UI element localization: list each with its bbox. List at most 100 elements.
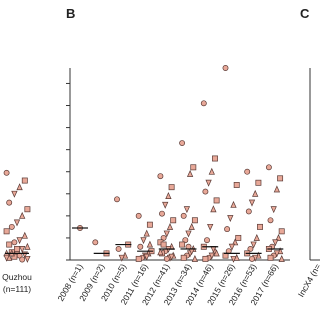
data-point xyxy=(205,179,212,187)
data-point xyxy=(230,200,237,208)
data-point xyxy=(222,65,229,71)
data-point xyxy=(202,188,209,195)
panel-letter: C xyxy=(300,6,310,21)
data-point xyxy=(277,175,284,182)
data-point xyxy=(233,182,240,188)
x-tick-label: Quzhou (n=111) xyxy=(2,272,32,294)
data-point xyxy=(19,246,26,253)
panel-letter: B xyxy=(66,6,75,21)
data-point xyxy=(21,231,28,239)
label-line: Quzhou xyxy=(2,272,32,282)
data-point xyxy=(143,229,150,237)
data-point xyxy=(8,223,15,230)
data-point xyxy=(168,184,175,191)
data-point xyxy=(24,206,31,213)
data-point xyxy=(168,253,175,261)
data-point xyxy=(200,100,207,107)
data-point xyxy=(270,206,277,214)
data-point xyxy=(180,212,187,219)
data-point xyxy=(24,255,31,263)
data-point xyxy=(11,253,18,260)
data-point xyxy=(278,254,285,262)
data-point xyxy=(118,254,125,262)
data-point xyxy=(235,234,242,241)
data-point xyxy=(114,196,120,203)
data-point xyxy=(230,255,237,263)
data-point xyxy=(228,243,236,251)
data-point xyxy=(213,249,220,257)
data-point xyxy=(163,230,170,238)
data-point xyxy=(186,169,194,177)
data-point xyxy=(157,173,164,180)
data-point xyxy=(21,177,28,184)
data-point xyxy=(3,228,10,235)
data-point xyxy=(11,239,18,246)
data-point xyxy=(182,237,189,244)
data-point xyxy=(224,226,231,233)
data-point xyxy=(244,168,251,175)
data-point xyxy=(162,201,169,209)
data-point xyxy=(135,255,142,262)
data-point xyxy=(190,164,197,171)
data-point xyxy=(275,233,282,241)
data-point xyxy=(212,155,218,162)
data-point xyxy=(245,208,252,215)
data-point xyxy=(170,217,177,224)
data-point xyxy=(202,255,209,262)
data-point xyxy=(160,234,167,241)
data-point xyxy=(3,169,10,176)
data-point xyxy=(267,217,274,224)
data-point xyxy=(272,239,279,247)
data-point xyxy=(204,237,210,244)
data-point xyxy=(157,248,164,256)
data-point xyxy=(165,192,172,199)
label-line: (n=111) xyxy=(3,284,31,294)
data-point xyxy=(135,212,142,219)
data-point xyxy=(92,239,99,246)
data-point xyxy=(146,240,154,248)
data-point xyxy=(115,246,122,252)
x-tick-label: IncX4 (n= xyxy=(296,262,320,299)
data-point xyxy=(140,237,147,245)
data-point xyxy=(183,206,191,214)
data-point xyxy=(24,242,31,250)
data-point xyxy=(265,164,272,171)
data-point xyxy=(19,211,26,219)
data-point xyxy=(6,241,13,248)
data-point xyxy=(191,217,198,224)
data-point xyxy=(210,205,217,213)
data-point xyxy=(14,246,20,252)
data-point xyxy=(249,255,255,262)
data-point xyxy=(159,210,165,217)
data-point xyxy=(143,253,150,261)
data-point xyxy=(180,254,187,261)
data-point xyxy=(247,246,254,252)
data-point xyxy=(188,222,195,230)
data-point xyxy=(146,221,153,228)
data-point xyxy=(267,254,274,261)
data-point xyxy=(191,254,199,262)
data-point xyxy=(213,197,220,204)
data-point xyxy=(255,179,262,186)
data-point xyxy=(252,189,259,197)
data-point xyxy=(160,241,167,248)
data-point xyxy=(16,237,23,245)
data-point xyxy=(16,183,23,191)
data-point xyxy=(253,233,260,241)
data-point xyxy=(248,199,256,207)
data-point xyxy=(166,222,174,230)
data-point xyxy=(273,185,281,193)
data-point xyxy=(3,254,10,262)
data-point xyxy=(137,243,144,250)
data-point xyxy=(163,255,170,262)
data-point xyxy=(11,190,18,198)
data-point xyxy=(179,140,186,146)
data-point xyxy=(208,167,215,175)
data-point xyxy=(185,230,192,238)
data-point xyxy=(231,238,239,246)
data-point xyxy=(278,228,285,235)
data-point xyxy=(250,241,257,249)
data-point xyxy=(179,241,186,248)
data-point xyxy=(227,215,234,223)
